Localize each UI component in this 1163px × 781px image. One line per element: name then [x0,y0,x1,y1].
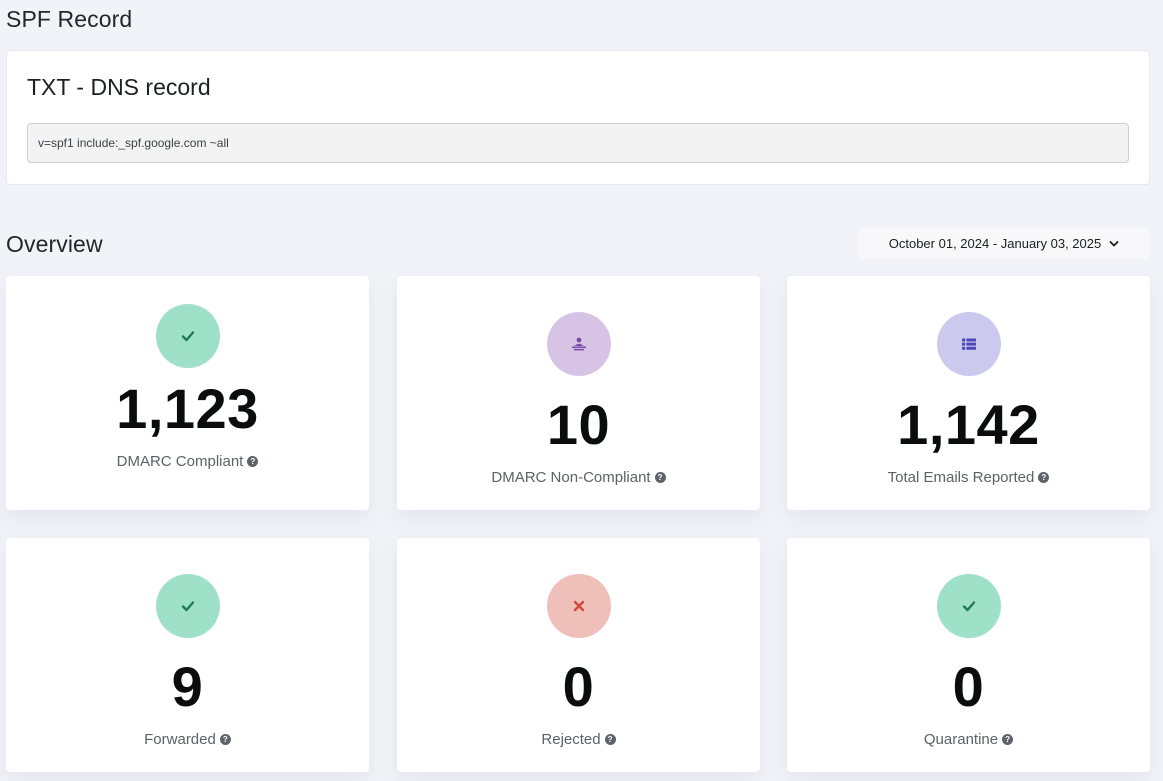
stat-card-total-emails-reported: 1,142 Total Emails Reported ? [787,276,1150,510]
stat-label-text: DMARC Compliant [116,453,244,470]
spf-record-heading: SPF Record [6,6,133,32]
help-icon[interactable]: ? [604,734,616,745]
help-icon[interactable]: ? [219,734,231,745]
user-desk-icon [546,312,611,376]
stat-label-text: Rejected [541,731,601,748]
stat-card-quarantine: 0 Quarantine ? [787,538,1150,772]
stat-value: 0 [952,655,985,718]
stat-label: Rejected ? [397,731,760,748]
chevron-down-icon [1109,240,1119,246]
overview-heading: Overview [6,231,103,257]
date-range-label: October 01, 2024 - January 03, 2025 [888,236,1102,251]
stat-label-text: Forwarded [144,731,216,748]
stat-label: DMARC Non-Compliant ? [397,469,760,486]
stat-value: 1,142 [897,393,1040,456]
stat-value: 1,123 [116,377,259,440]
list-icon [936,312,1001,376]
stat-label-text: DMARC Non-Compliant [491,469,651,486]
help-icon[interactable]: ? [654,472,666,483]
stat-value: 9 [171,655,204,718]
stat-label: Forwarded ? [6,731,369,748]
check-icon [155,574,220,638]
stat-value: 0 [562,655,595,718]
help-icon[interactable]: ? [1002,734,1014,745]
stat-value: 10 [546,393,611,456]
stat-card-rejected: 0 Rejected ? [397,538,760,772]
spf-record-card: TXT - DNS record v=spf1 include:_spf.goo… [6,50,1150,185]
stat-card-dmarc-compliant: 1,123 DMARC Compliant ? [6,276,369,510]
help-icon[interactable]: ? [247,456,259,467]
stat-card-dmarc-non-compliant: 10 DMARC Non-Compliant ? [397,276,760,510]
help-icon[interactable]: ? [1038,472,1050,483]
stat-card-forwarded: 9 Forwarded ? [6,538,369,772]
spf-card-title: TXT - DNS record [27,74,211,100]
x-icon [546,574,611,638]
check-icon [155,304,220,368]
spf-record-value-field[interactable]: v=spf1 include:_spf.google.com ~all [27,123,1129,163]
stat-label-text: Quarantine [923,731,999,748]
stat-label-text: Total Emails Reported [887,469,1035,486]
date-range-picker[interactable]: October 01, 2024 - January 03, 2025 [859,228,1149,259]
stat-label: DMARC Compliant ? [6,453,369,470]
stat-label: Quarantine ? [787,731,1150,748]
check-icon [936,574,1001,638]
stat-label: Total Emails Reported ? [787,469,1150,486]
